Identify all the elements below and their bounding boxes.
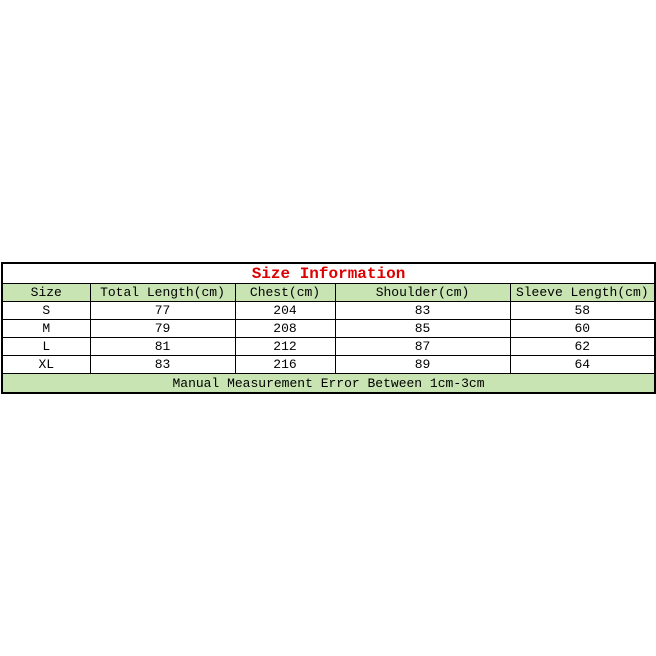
cell-chest: 216 (234, 355, 336, 374)
cell-shoulder: 89 (334, 355, 511, 374)
cell-sleeve-length: 60 (509, 319, 656, 338)
cell-chest: 208 (234, 319, 336, 338)
cell-total-length: 79 (89, 319, 236, 338)
cell-chest: 212 (234, 337, 336, 356)
table-row-l: L 81 212 87 62 (1, 337, 656, 356)
table-row-m: M 79 208 85 60 (1, 319, 656, 338)
cell-size: XL (1, 355, 91, 374)
table-title: Size Information (1, 262, 656, 284)
title-row: Size Information (1, 262, 656, 284)
cell-chest: 204 (234, 301, 336, 320)
cell-sleeve-length: 62 (509, 337, 656, 356)
footer-row: Manual Measurement Error Between 1cm-3cm (1, 373, 656, 394)
cell-shoulder: 85 (334, 319, 511, 338)
col-header-size: Size (1, 283, 91, 302)
size-chart-table: Size Information Size Total Length(cm) C… (1, 262, 656, 394)
cell-total-length: 83 (89, 355, 236, 374)
table-row-xl: XL 83 216 89 64 (1, 355, 656, 374)
col-header-shoulder: Shoulder(cm) (334, 283, 511, 302)
cell-size: L (1, 337, 91, 356)
cell-total-length: 77 (89, 301, 236, 320)
col-header-total-length: Total Length(cm) (89, 283, 236, 302)
table-row-s: S 77 204 83 58 (1, 301, 656, 320)
cell-sleeve-length: 58 (509, 301, 656, 320)
table-footer-note: Manual Measurement Error Between 1cm-3cm (1, 373, 656, 394)
cell-sleeve-length: 64 (509, 355, 656, 374)
cell-shoulder: 83 (334, 301, 511, 320)
cell-shoulder: 87 (334, 337, 511, 356)
cell-size: M (1, 319, 91, 338)
col-header-sleeve-length: Sleeve Length(cm) (509, 283, 656, 302)
cell-total-length: 81 (89, 337, 236, 356)
cell-size: S (1, 301, 91, 320)
header-row: Size Total Length(cm) Chest(cm) Shoulder… (1, 283, 656, 302)
col-header-chest: Chest(cm) (234, 283, 336, 302)
